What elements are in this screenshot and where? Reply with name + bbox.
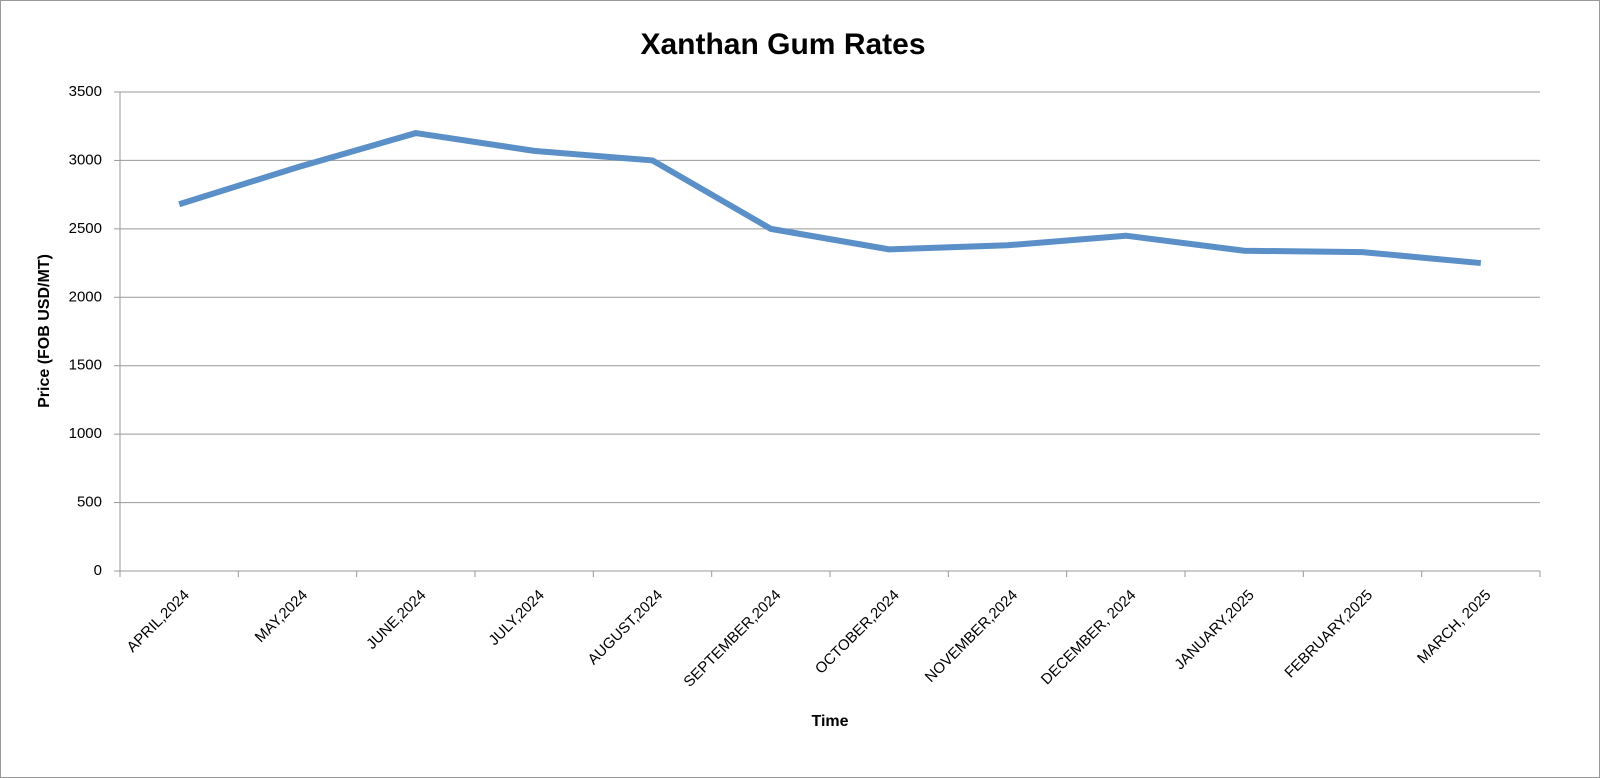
chart-title: Xanthan Gum Rates	[640, 28, 925, 61]
y-tick-label: 2500	[69, 220, 102, 237]
y-tick-label: 0	[94, 562, 102, 579]
y-tick-label: 2000	[69, 288, 102, 305]
y-tick-label: 3500	[69, 83, 102, 100]
y-tick-label: 1000	[69, 425, 102, 442]
y-axis-title: Price (FOB USD/MT)	[36, 254, 53, 408]
data-line	[178, 130, 1482, 267]
y-tick-label: 500	[77, 494, 102, 511]
x-axis-title: Time	[811, 713, 848, 730]
y-tick-label: 3000	[69, 151, 102, 168]
y-tick-label: 1500	[69, 357, 102, 374]
